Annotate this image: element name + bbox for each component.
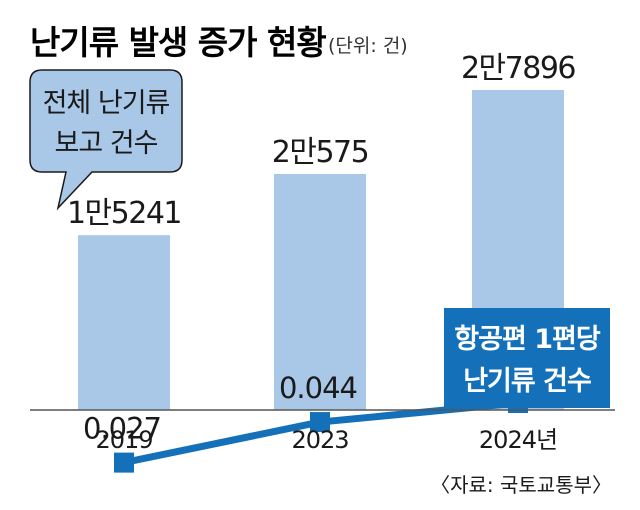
bar-value-label: 2만575 (272, 135, 368, 170)
line-point (310, 412, 330, 433)
line-point (114, 452, 134, 473)
legend-line-1: 항공편 1편당 (454, 324, 601, 355)
x-tick-label: 2023 (291, 426, 348, 454)
bar-value-label: 2만7896 (461, 51, 575, 86)
bar-series-callout: 전체 난기류 보고 건수 (29, 69, 183, 211)
legend-box (444, 308, 610, 408)
legend-line-2: 난기류 건수 (463, 366, 591, 397)
callout-line-2: 보고 건수 (55, 128, 158, 159)
callout-bubble (29, 69, 183, 211)
x-axis-ticks: 2019 2023 2024년 (95, 426, 558, 454)
line-series-legend: 항공편 1편당 난기류 건수 (444, 308, 610, 408)
source-label: 〈자료: 국토교통부〉 (430, 473, 612, 497)
bar-value-label: 1만5241 (67, 196, 181, 231)
chart-title: 난기류 발생 증가 현황 (30, 23, 326, 62)
line-point-label: 0.044 (279, 371, 357, 405)
callout-line-1: 전체 난기류 (43, 88, 170, 119)
line-point-label: 0.027 (83, 412, 161, 446)
x-tick-label: 2019 (95, 426, 152, 454)
x-tick-label: 2024년 (479, 426, 557, 454)
unit-label: (단위: 건) (328, 35, 408, 57)
bar-2023 (274, 173, 366, 410)
bar-2019 (78, 235, 170, 410)
